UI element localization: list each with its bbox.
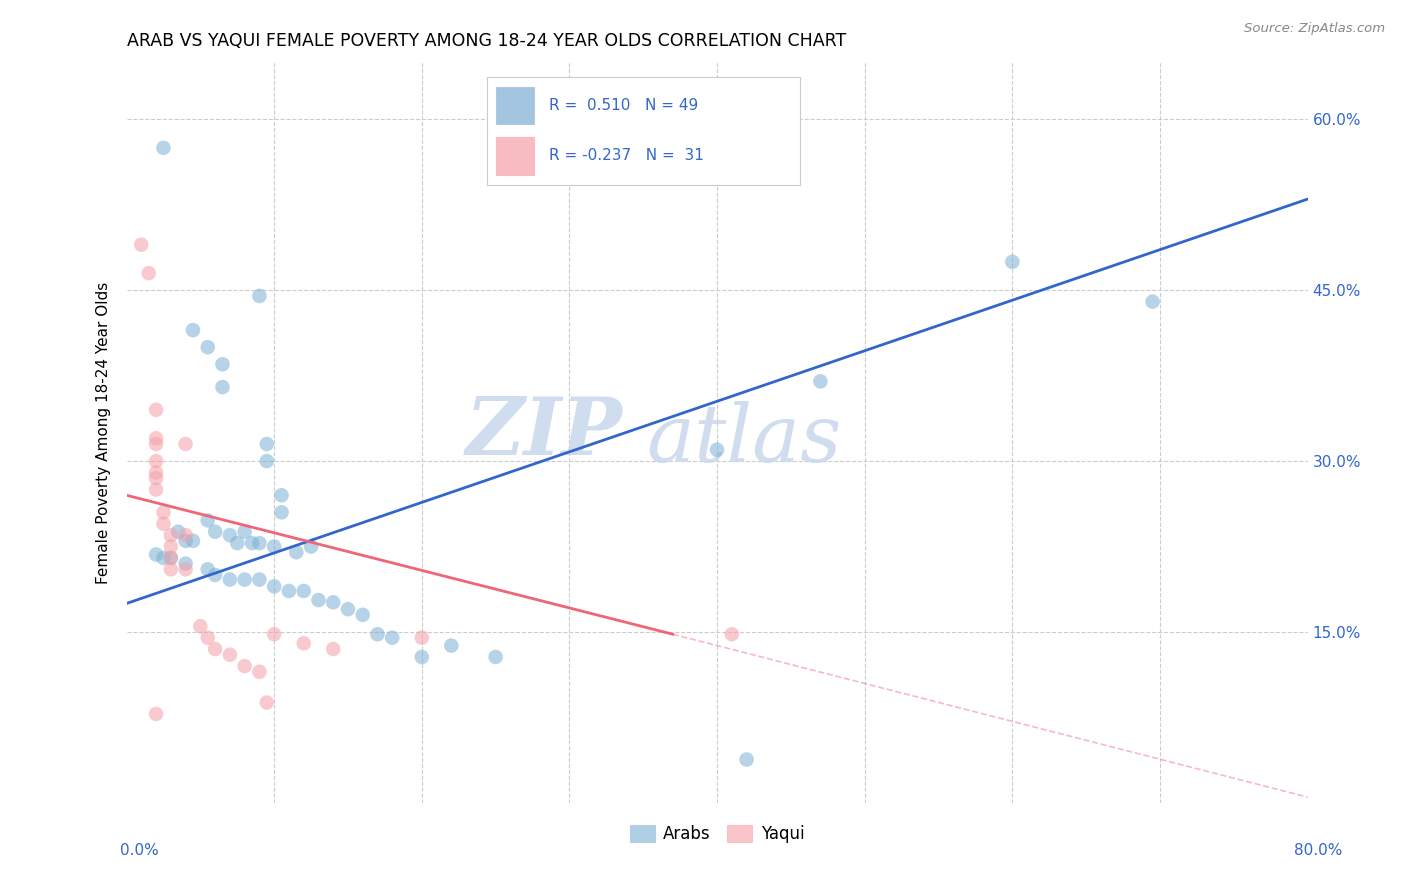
Point xyxy=(308,593,330,607)
Point xyxy=(167,524,190,539)
Point xyxy=(152,550,174,565)
Point xyxy=(211,357,233,371)
Point xyxy=(484,650,508,665)
Point xyxy=(263,627,285,641)
Point xyxy=(256,696,278,710)
Point xyxy=(152,516,174,531)
Point xyxy=(256,454,278,468)
Point xyxy=(810,375,832,389)
Point xyxy=(249,536,271,550)
Point xyxy=(197,513,219,527)
Text: ARAB VS YAQUI FEMALE POVERTY AMONG 18-24 YEAR OLDS CORRELATION CHART: ARAB VS YAQUI FEMALE POVERTY AMONG 18-24… xyxy=(127,32,846,50)
Point xyxy=(219,648,242,662)
Point xyxy=(270,488,292,502)
Point xyxy=(160,550,183,565)
Point xyxy=(256,437,278,451)
Point xyxy=(145,466,167,480)
Point xyxy=(226,536,249,550)
Point xyxy=(285,545,308,559)
Point xyxy=(197,340,219,354)
Point xyxy=(129,237,153,252)
Point xyxy=(1001,254,1024,268)
Point xyxy=(145,706,167,721)
Point xyxy=(263,540,285,554)
Point xyxy=(367,627,389,641)
Point xyxy=(278,583,301,598)
Point xyxy=(352,607,374,622)
Point xyxy=(174,562,197,576)
Point xyxy=(145,471,167,485)
Point xyxy=(411,650,433,665)
Point xyxy=(145,454,167,468)
Point xyxy=(174,437,197,451)
Text: 0.0%: 0.0% xyxy=(120,843,159,858)
Point xyxy=(381,631,404,645)
Point xyxy=(145,437,167,451)
Point xyxy=(138,266,160,280)
Point xyxy=(322,595,344,609)
Text: Source: ZipAtlas.com: Source: ZipAtlas.com xyxy=(1244,22,1385,36)
Point xyxy=(211,380,233,394)
Point xyxy=(233,659,256,673)
Point xyxy=(249,665,271,679)
Text: ZIP: ZIP xyxy=(465,394,623,471)
Point xyxy=(249,289,271,303)
Text: 80.0%: 80.0% xyxy=(1295,843,1343,858)
Point xyxy=(152,141,174,155)
Point xyxy=(219,573,242,587)
Point xyxy=(160,540,183,554)
Point xyxy=(706,442,728,457)
Point xyxy=(720,627,742,641)
Point xyxy=(181,533,204,548)
Point xyxy=(145,548,167,562)
Point xyxy=(219,528,242,542)
Point xyxy=(204,642,226,657)
Point xyxy=(263,579,285,593)
Point xyxy=(152,505,174,519)
Point xyxy=(174,528,197,542)
Point xyxy=(181,323,204,337)
Point xyxy=(270,505,292,519)
Point xyxy=(204,524,226,539)
Point xyxy=(160,528,183,542)
Point xyxy=(1142,294,1164,309)
Point xyxy=(233,573,256,587)
Point xyxy=(440,639,463,653)
Point xyxy=(337,602,360,616)
Point xyxy=(249,573,271,587)
Point xyxy=(145,402,167,417)
Point xyxy=(174,557,197,571)
Point xyxy=(197,562,219,576)
Point xyxy=(204,568,226,582)
Y-axis label: Female Poverty Among 18-24 Year Olds: Female Poverty Among 18-24 Year Olds xyxy=(96,282,111,583)
Point xyxy=(188,619,212,633)
Point xyxy=(160,562,183,576)
Point xyxy=(174,533,197,548)
Point xyxy=(299,540,322,554)
Point xyxy=(160,550,183,565)
Point xyxy=(197,631,219,645)
Point xyxy=(322,642,344,657)
Text: atlas: atlas xyxy=(647,401,842,479)
Point xyxy=(145,483,167,497)
Legend: Arabs, Yaqui: Arabs, Yaqui xyxy=(623,819,811,850)
Point xyxy=(411,631,433,645)
Point xyxy=(735,752,758,766)
Point xyxy=(292,583,315,598)
Point xyxy=(240,536,263,550)
Point xyxy=(292,636,315,650)
Point xyxy=(145,431,167,445)
Point xyxy=(233,524,256,539)
